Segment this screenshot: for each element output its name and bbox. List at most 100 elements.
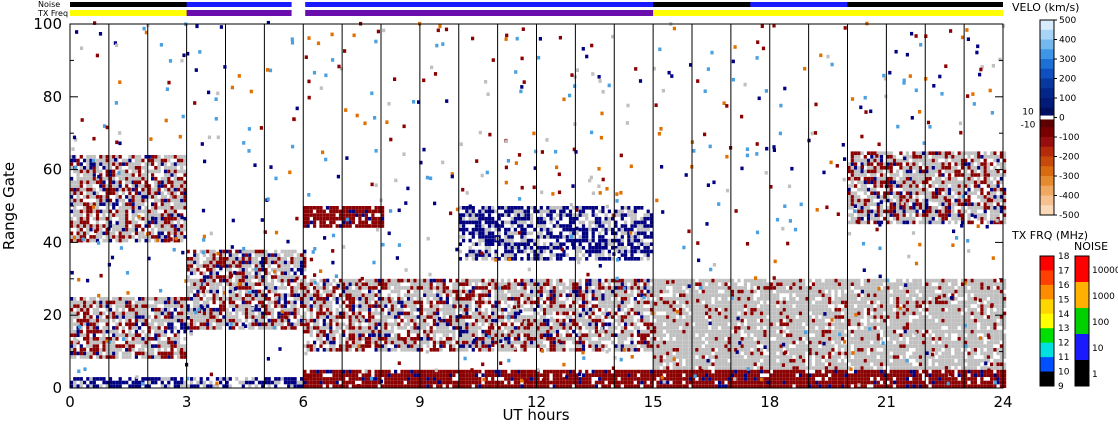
data-cell	[552, 304, 556, 308]
data-cell	[115, 315, 119, 319]
data-cell	[118, 180, 122, 185]
data-cell	[643, 348, 647, 352]
data-cell	[416, 329, 420, 334]
data-cell	[559, 304, 563, 308]
data-cell	[465, 373, 469, 377]
data-cell	[351, 373, 355, 377]
data-cell	[653, 307, 657, 312]
data-cell	[89, 322, 93, 327]
data-cell	[607, 384, 611, 388]
data-cell	[607, 209, 611, 214]
data-cell	[624, 384, 628, 388]
data-cell	[209, 326, 213, 330]
data-cell	[445, 300, 449, 305]
data-cell	[364, 304, 368, 308]
data-cell	[319, 209, 323, 214]
data-cell	[581, 213, 586, 217]
data-cell	[338, 224, 343, 228]
data-cell	[287, 322, 291, 327]
data-cell	[241, 322, 245, 327]
data-cell	[539, 289, 543, 294]
data-cell	[309, 307, 313, 312]
data-cell	[99, 169, 103, 174]
data-cell	[95, 355, 100, 359]
data-cell	[167, 202, 171, 206]
data-cell	[594, 369, 598, 374]
data-cell	[277, 297, 281, 301]
data-cell	[128, 355, 132, 359]
data-cell	[611, 242, 615, 246]
data-cell	[325, 300, 330, 305]
data-cell	[202, 271, 206, 276]
data-cell	[598, 209, 602, 214]
data-cell	[303, 213, 307, 217]
data-cell	[309, 278, 313, 283]
data-cell	[115, 180, 119, 185]
data-cell	[70, 351, 74, 356]
data-cell	[335, 348, 339, 352]
data-cell	[219, 249, 223, 254]
data-cell	[76, 158, 80, 163]
data-cell	[384, 318, 388, 323]
data-cell	[513, 206, 517, 210]
data-cell	[578, 220, 582, 225]
data-cell	[410, 318, 414, 323]
data-cell	[313, 380, 317, 385]
data-cell	[125, 180, 129, 185]
data-cell	[627, 315, 631, 319]
data-cell	[280, 297, 284, 301]
data-cell	[471, 380, 475, 385]
data-cell	[643, 369, 647, 374]
data-cell	[131, 162, 135, 166]
data-cell	[449, 315, 453, 319]
data-cell	[342, 377, 346, 381]
data-cell	[568, 322, 573, 327]
data-cell	[160, 216, 164, 221]
data-cell	[325, 213, 330, 217]
data-cell	[510, 249, 514, 254]
data-cell	[432, 318, 436, 323]
data-cell	[332, 340, 336, 345]
data-cell	[241, 282, 245, 286]
data-cell	[157, 235, 161, 239]
data-cell	[170, 155, 174, 159]
data-cell	[83, 224, 87, 228]
data-cell	[526, 307, 530, 312]
data-cell	[134, 351, 138, 356]
data-cell	[588, 315, 592, 319]
data-cell	[419, 373, 424, 377]
data-cell	[662, 351, 666, 356]
data-cell	[170, 311, 174, 316]
data-cell	[410, 307, 414, 312]
data-cell	[128, 202, 132, 206]
data-cell	[248, 293, 252, 297]
data-cell	[108, 209, 113, 214]
data-cell	[147, 158, 151, 163]
data-cell	[500, 318, 505, 323]
data-cell	[552, 337, 556, 341]
data-cell	[125, 187, 129, 192]
data-cell	[361, 220, 365, 225]
data-cell	[293, 384, 297, 388]
data-cell	[173, 318, 177, 323]
data-cell	[620, 286, 624, 290]
data-cell	[601, 206, 605, 210]
data-cell	[384, 344, 388, 348]
data-cell	[215, 282, 219, 286]
data-cell	[397, 322, 401, 327]
data-cell	[465, 297, 469, 301]
data-cell	[491, 238, 495, 243]
data-cell	[442, 333, 446, 337]
data-cell	[335, 318, 339, 323]
data-cell	[115, 344, 119, 348]
data-cell	[141, 318, 145, 323]
data-cell	[452, 318, 456, 323]
data-cell	[449, 307, 453, 312]
data-cell	[95, 198, 100, 203]
data-cell	[342, 344, 346, 348]
data-cell	[338, 333, 343, 337]
data-cell	[384, 380, 388, 385]
data-cell	[585, 380, 589, 385]
data-cell	[426, 333, 430, 337]
data-cell	[244, 286, 249, 290]
